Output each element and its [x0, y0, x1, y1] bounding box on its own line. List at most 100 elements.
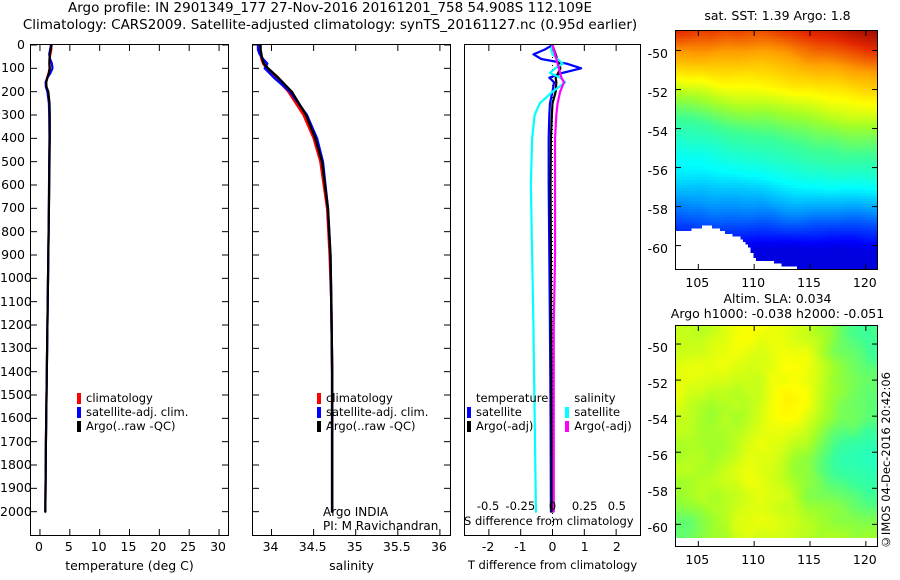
sst-map-title: sat. SST: 1.39 Argo: 1.8 [704, 8, 851, 23]
difference-plot-area [488, 45, 617, 535]
legend-label: climatology [326, 391, 393, 405]
x-tick-label: 0 [548, 539, 557, 554]
x-tick-label: 110 [741, 552, 766, 567]
y-tick-label: 1400 [0, 363, 32, 379]
legend-swatch [317, 406, 321, 418]
y-tick-label: 400 [1, 130, 25, 146]
y-tick-label: 900 [1, 247, 25, 262]
sst-map-image [676, 31, 877, 269]
x-tick-label: 35 [346, 539, 363, 554]
x-tick-label: 105 [685, 552, 710, 567]
sla-map-image [676, 326, 877, 546]
legend-swatch [317, 420, 321, 432]
x-tick-label: 105 [685, 275, 710, 290]
y-tick-label: -52 [647, 375, 668, 391]
salinity-profile-panel [252, 44, 451, 536]
x-tick-label: -0.25 [505, 499, 536, 513]
legend-group: temperature satellite Argo(-adj) [467, 391, 548, 433]
y-tick-label: 1500 [0, 387, 32, 402]
legend-swatch [77, 406, 81, 418]
legend-label: satellite [574, 405, 621, 419]
x-tick-label: 0.25 [571, 499, 598, 513]
legend-group-heading: temperature [476, 391, 549, 405]
salinity-legend: climatology satellite-adj. clim. Argo(..ra… [317, 391, 428, 433]
y-tick-label: 1100 [0, 293, 32, 309]
difference-profile-panel [464, 44, 641, 536]
x-tick-label: 0 [34, 539, 43, 554]
legend-label: satellite [476, 405, 522, 419]
y-tick-label: 100 [1, 60, 25, 76]
difference-t-axis-label: T difference from climatology [467, 558, 638, 572]
legend-item: climatology [77, 391, 188, 405]
legend-item: Argo(-adj) [565, 419, 632, 433]
x-tick-label: 10 [90, 539, 107, 554]
title-line-1: Argo profile: IN 2901349_177 27-Nov-2016… [68, 0, 592, 16]
x-tick-label: 30 [210, 539, 226, 554]
y-tick-label: -58 [647, 483, 668, 499]
argo-pi: PI: M Ravichandran [323, 519, 439, 533]
y-tick-label: 1800 [0, 457, 32, 472]
sst-map-panel [675, 30, 878, 270]
temperature-x-axis-label: temperature (deg C) [65, 558, 194, 573]
page-title: Argo profile: IN 2901349_177 27-Nov-2016… [0, 0, 660, 34]
y-tick-label: 1900 [0, 480, 32, 496]
x-tick-label: 120 [852, 275, 877, 290]
x-tick-label: 2 [612, 539, 621, 554]
x-tick-label: 120 [852, 552, 877, 567]
legend-item: Argo(..raw -QC) [77, 419, 188, 433]
temperature-profile-panel [30, 44, 229, 536]
x-tick-label: 0 [548, 499, 557, 513]
y-tick-label: 1300 [0, 340, 32, 356]
legend-label: satellite-adj. clim. [86, 405, 189, 419]
y-tick-label: 1200 [0, 317, 32, 332]
legend-group-heading: salinity [574, 391, 616, 405]
argo-country: Argo INDIA [323, 505, 389, 519]
legend-label: Argo(-adj) [476, 419, 534, 433]
argo-program-annotation: Argo INDIA PI: M Ravichandran [323, 505, 438, 533]
y-tick-label: 200 [1, 83, 25, 99]
x-tick-label: 34.5 [298, 539, 327, 554]
legend-swatch [467, 406, 471, 418]
legend-swatch [317, 392, 321, 404]
legend-swatch [467, 420, 471, 432]
y-tick-label: 600 [1, 177, 25, 192]
legend-label: climatology [86, 391, 153, 405]
salinity-x-axis-label: salinity [329, 558, 374, 573]
x-tick-label: 115 [797, 552, 821, 567]
difference-s-axis-label: S difference from climatology [464, 514, 634, 528]
y-tick-label: 1000 [0, 270, 32, 286]
x-tick-label: 36 [430, 539, 447, 554]
x-tick-label: 115 [797, 275, 821, 290]
x-tick-label: 15 [120, 539, 137, 554]
x-tick-label: 5 [64, 539, 73, 554]
legend-item: satellite-adj. clim. [317, 405, 428, 419]
y-tick-label: -56 [647, 163, 668, 179]
legend-swatch [77, 392, 81, 404]
y-tick-label: 0 [17, 37, 25, 52]
copyright-label: ©IMOS 04-Dec-2016 20:42:06 [879, 372, 893, 550]
y-tick-label: 1700 [0, 433, 32, 449]
x-tick-label: 25 [180, 539, 197, 554]
y-tick-label: -60 [647, 519, 668, 535]
y-tick-label: 300 [1, 107, 25, 122]
legend-label: Argo(-adj) [574, 419, 632, 433]
temperature-legend: climatology satellite-adj. clim. Argo(..ra… [77, 391, 188, 433]
difference-legend: temperature satellite Argo(-adj) salinity sa… [467, 391, 632, 433]
y-tick-label: 700 [1, 200, 25, 216]
legend-item: satellite-adj. clim. [77, 405, 188, 419]
x-tick-label: 0.5 [607, 499, 626, 513]
x-tick-label: 1 [580, 539, 589, 554]
x-tick-label: -0.5 [476, 499, 500, 513]
legend-group: salinity satellite Argo(-adj) [565, 391, 632, 433]
legend-swatch [77, 420, 81, 432]
salinity-plot-area [253, 45, 450, 535]
legend-item: satellite [565, 405, 631, 419]
y-tick-label: -52 [647, 85, 668, 101]
y-tick-label: -50 [647, 339, 668, 355]
legend-label: satellite-adj. clim. [326, 405, 429, 419]
legend-label: Argo(..raw -QC) [86, 419, 176, 433]
y-tick-label: 2000 [0, 503, 32, 519]
legend-swatch [565, 420, 570, 432]
y-tick-label: -50 [647, 46, 668, 62]
x-tick-label: 35.5 [382, 539, 411, 554]
